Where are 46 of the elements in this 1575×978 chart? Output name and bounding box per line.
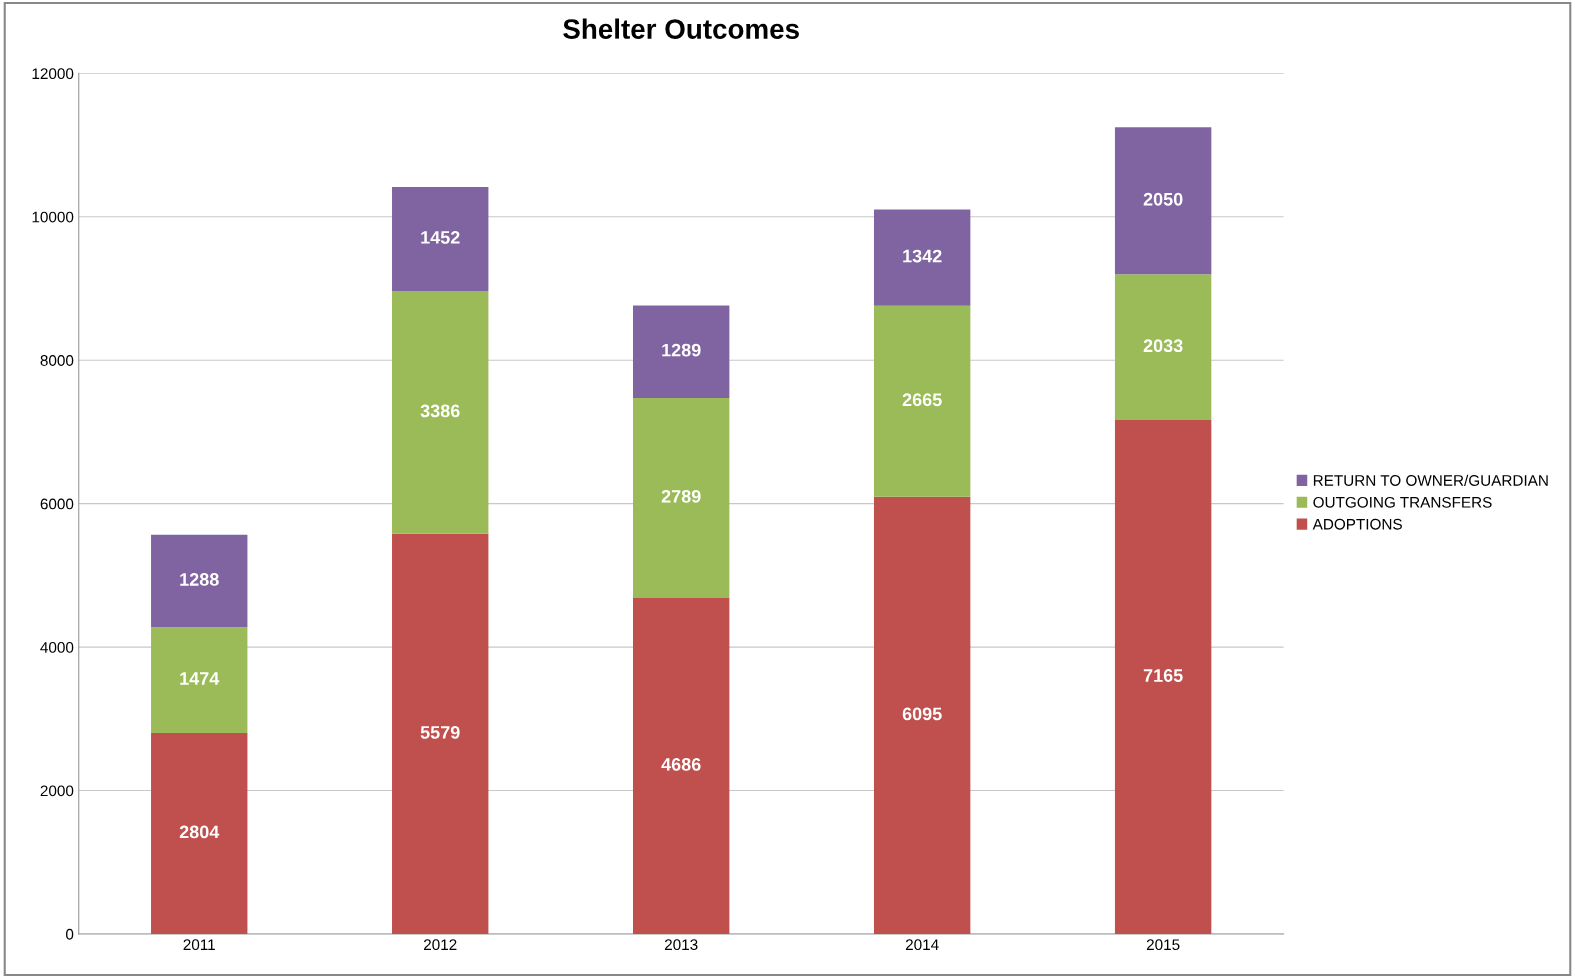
bar xyxy=(632,397,730,598)
data-label: 1474 xyxy=(180,672,220,685)
x-tick-label: 2012 xyxy=(423,939,457,951)
legend-label: OUTGOING TRANSFERS xyxy=(1313,496,1492,508)
legend-label: ADOPTIONS xyxy=(1312,518,1402,530)
data-label: 1288 xyxy=(180,573,219,586)
bar xyxy=(873,305,971,497)
data-label: 1289 xyxy=(662,343,701,357)
data-label: 7165 xyxy=(1143,669,1183,682)
bar xyxy=(151,534,248,628)
bar xyxy=(392,533,489,934)
y-tick-label: 0 xyxy=(65,928,74,940)
chart-title: Shelter Outcomes xyxy=(563,18,799,39)
data-label: 2665 xyxy=(902,393,942,407)
data-label: 2804 xyxy=(179,825,220,839)
bar xyxy=(632,305,730,398)
bar xyxy=(873,496,971,934)
bar xyxy=(392,186,489,292)
bar xyxy=(151,732,248,934)
data-label: 2033 xyxy=(1143,339,1183,353)
data-label: 6095 xyxy=(902,707,942,721)
data-label: 2050 xyxy=(1143,192,1183,206)
bar xyxy=(1114,274,1212,421)
bar xyxy=(632,597,730,934)
y-tick-label: 2000 xyxy=(40,785,74,797)
x-tick-label: 2011 xyxy=(183,939,215,951)
y-tick-label: 10000 xyxy=(32,211,74,223)
y-tick-label: 6000 xyxy=(40,498,74,510)
bar xyxy=(151,627,248,733)
y-tick-label: 4000 xyxy=(40,641,74,653)
bar xyxy=(1114,420,1212,934)
x-tick-label: 2014 xyxy=(905,939,939,951)
data-label: 4686 xyxy=(661,758,701,771)
bar xyxy=(1114,127,1212,275)
y-tick-label: 12000 xyxy=(32,68,74,80)
x-tick-label: 2015 xyxy=(1146,939,1180,951)
bar xyxy=(873,209,971,306)
data-label: 1452 xyxy=(421,231,460,244)
data-label: 3386 xyxy=(420,404,460,418)
legend-label: RETURN TO OWNER/GUARDIAN xyxy=(1313,474,1548,486)
data-label: 2789 xyxy=(661,489,701,503)
x-tick-label: 2013 xyxy=(664,939,698,951)
y-tick-label: 8000 xyxy=(40,355,74,366)
bar xyxy=(392,291,489,534)
data-label: 5579 xyxy=(420,725,460,739)
data-label: 1342 xyxy=(903,249,942,263)
